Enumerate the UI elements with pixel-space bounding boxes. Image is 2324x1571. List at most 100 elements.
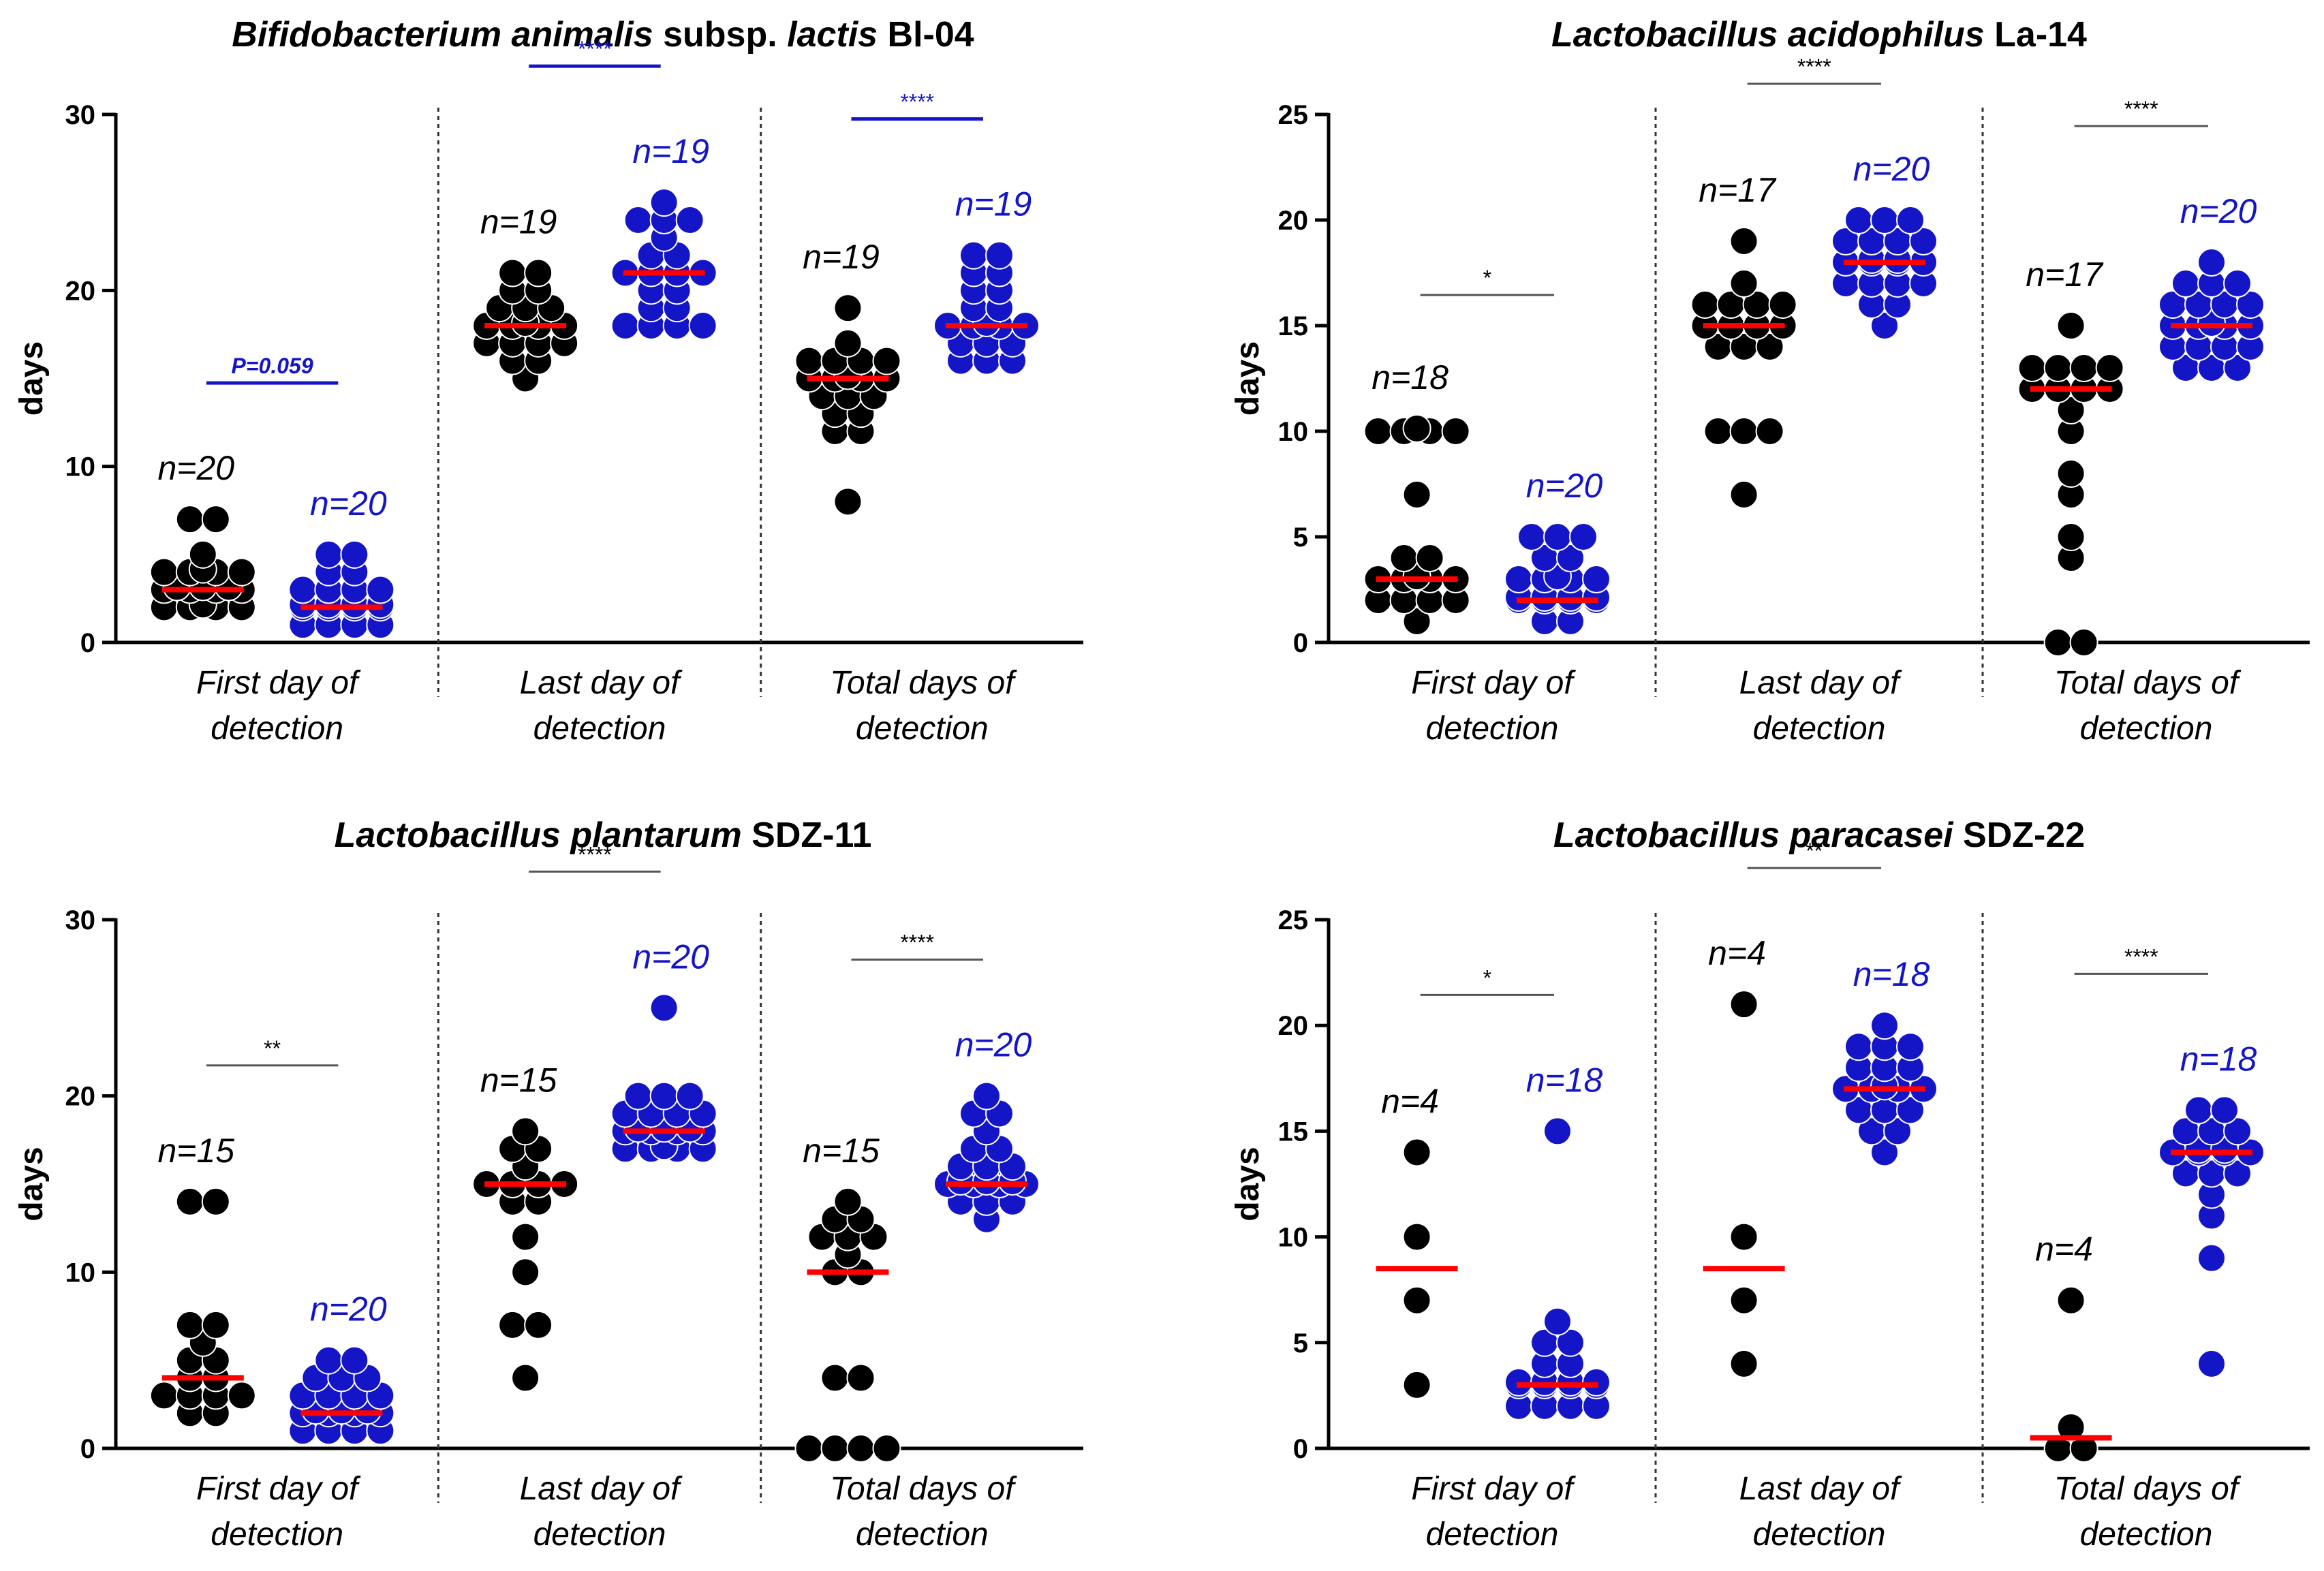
data-point-black (1402, 1222, 1431, 1251)
data-point-blue (610, 311, 640, 340)
x-group-label: detection (1753, 1516, 1886, 1553)
data-point-black (794, 346, 824, 375)
data-point-black (872, 1434, 901, 1463)
data-point-blue (1504, 565, 1533, 593)
data-point-black (175, 1187, 204, 1216)
x-group-label: First day of (196, 665, 361, 701)
y-tick-label: 30 (65, 905, 96, 935)
n-label-black: n=4 (2035, 1230, 2093, 1269)
data-point-black (498, 258, 527, 287)
data-point-black (820, 1363, 850, 1393)
y-tick-label: 20 (1278, 1011, 1309, 1041)
data-point-blue (1870, 1138, 1899, 1167)
data-point-black (1402, 414, 1431, 443)
data-point-blue (1896, 206, 1925, 234)
data-point-blue (623, 206, 653, 234)
data-point-blue (1556, 544, 1585, 572)
data-point-black (833, 487, 863, 516)
data-point-blue (1582, 565, 1611, 593)
n-label-blue: n=18 (2180, 1040, 2257, 1078)
data-point-blue (1569, 523, 1598, 551)
data-point-black (201, 1187, 230, 1216)
title-part-italic1: Lactobacillus acidophilus (1551, 15, 1985, 55)
n-label-black: n=19 (480, 203, 557, 241)
panel-title: Bifidobacterium animalis subsp. lactis B… (232, 15, 974, 55)
data-point-blue (2171, 269, 2200, 298)
data-point-blue (1504, 1367, 1533, 1397)
x-group-label: detection (856, 1516, 989, 1553)
n-label-black: n=4 (1708, 934, 1766, 972)
x-group-label: detection (1426, 1516, 1559, 1553)
data-point-black (1729, 1286, 1759, 1315)
data-point-black (1389, 544, 1419, 572)
data-point-black (1729, 269, 1759, 298)
n-label-blue: n=19 (632, 132, 709, 170)
data-point-black (1402, 607, 1431, 636)
data-point-blue (340, 1346, 369, 1375)
data-point-black (794, 1434, 824, 1463)
data-point-black (2056, 523, 2086, 551)
data-point-blue (1896, 1032, 1925, 1061)
data-point-black (2056, 1412, 2086, 1442)
data-point-black (1729, 480, 1759, 509)
data-point-blue (1870, 311, 1899, 340)
data-point-blue (2223, 1159, 2252, 1188)
data-point-blue (623, 1081, 653, 1110)
y-axis-label: days (1230, 341, 1266, 416)
x-group-label: detection (1753, 711, 1886, 747)
data-point-black (1363, 417, 1393, 446)
panel-4: Lactobacillus paracasei SDZ-22 0 5 10 15 20 25… (1230, 815, 2310, 1553)
x-group-label: Total days of (830, 1471, 1017, 1507)
data-point-black (1729, 227, 1759, 255)
panel-1: Bifidobacterium animalis subsp. lactis B… (14, 15, 1083, 747)
data-point-black (2069, 628, 2098, 657)
x-group-label: detection (211, 1516, 343, 1553)
y-axis-label: days (14, 341, 50, 416)
y-tick-label: 25 (1278, 100, 1309, 130)
data-point-black (820, 1434, 850, 1463)
y-tick-label: 15 (1278, 1117, 1309, 1147)
x-group-label: Last day of (520, 665, 683, 701)
title-part-italic1: Lactobacillus plantarum (335, 815, 742, 855)
data-point-black (2056, 459, 2086, 488)
x-group-label: Total days of (830, 665, 1017, 701)
data-point-blue (288, 575, 317, 604)
data-point-blue (314, 540, 343, 569)
title-part-italic2: lactis (787, 15, 878, 55)
title-part-plain1: La-14 (1985, 15, 2087, 55)
significance-label: **** (900, 931, 934, 955)
data-point-blue (1543, 523, 1572, 551)
data-point-black (227, 1381, 256, 1410)
data-point-black (1402, 1138, 1431, 1167)
data-point-black (1690, 290, 1720, 319)
data-point-blue (1909, 227, 1938, 255)
significance-label: **** (2124, 944, 2158, 969)
data-point-blue (649, 188, 679, 217)
n-label-black: n=4 (1381, 1082, 1439, 1120)
data-point-blue (675, 206, 704, 234)
n-label-blue: n=20 (2180, 192, 2257, 230)
data-point-black (201, 1310, 230, 1339)
title-part-plain1: subsp. (653, 15, 787, 55)
data-point-blue (1844, 1032, 1873, 1061)
data-point-blue (1870, 1011, 1899, 1040)
data-point-black (1703, 417, 1733, 446)
data-point-black (833, 328, 863, 358)
y-tick-label: 10 (1278, 417, 1309, 447)
data-point-blue (972, 1081, 1001, 1110)
title-part-plain2: Bl-04 (878, 15, 974, 55)
data-point-black (1402, 480, 1431, 509)
data-point-black (872, 346, 901, 375)
x-group-label: First day of (1411, 665, 1576, 701)
data-point-black (175, 505, 204, 534)
data-point-black (2056, 1286, 2086, 1315)
significance-label: P=0.059 (232, 354, 313, 378)
title-part-italic1: Bifidobacterium animalis (232, 15, 653, 55)
data-point-black (1729, 1349, 1759, 1378)
data-point-black (1402, 1286, 1431, 1315)
data-point-black (511, 1117, 540, 1146)
data-point-black (833, 294, 863, 323)
data-point-black (1402, 1370, 1431, 1399)
data-point-black (227, 557, 256, 587)
significance-label: **** (1797, 55, 1831, 79)
